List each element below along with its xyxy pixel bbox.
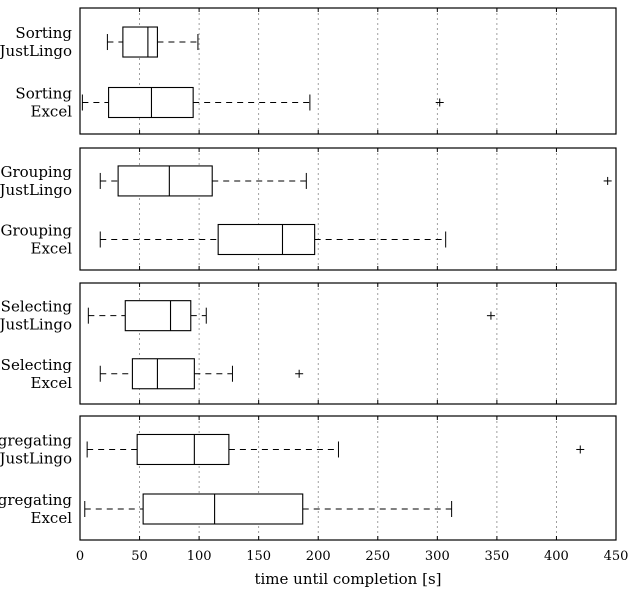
category-label-grouping-justlingo: Grouping JustLingo — [0, 163, 72, 199]
x-tick-label-0: 0 — [76, 549, 84, 564]
x-axis-title: time until completion [s] — [254, 570, 441, 588]
box-aggregating-excel — [142, 493, 304, 525]
x-tick-label-200: 200 — [306, 549, 331, 564]
category-label-line: Excel — [31, 374, 73, 392]
category-label-line: Excel — [31, 240, 73, 258]
x-tick-label-450: 450 — [604, 549, 628, 564]
category-label-line: JustLingo — [0, 181, 72, 199]
category-label-aggregating-excel: AggregatingExcel — [0, 491, 72, 527]
category-label-line: Selecting — [1, 298, 73, 316]
box-sorting-excel — [108, 86, 194, 119]
x-tick-label-300: 300 — [425, 549, 450, 564]
category-label-sorting-justlingo: Sorting JustLingo — [0, 24, 72, 60]
panel-frame-aggregating — [79, 415, 617, 541]
box-sorting-justlingo — [122, 26, 158, 58]
category-label-line: JustLingo — [0, 42, 72, 60]
box-grouping-excel — [217, 223, 316, 256]
x-tick-label-250: 250 — [365, 549, 390, 564]
box-grouping-justlingo — [117, 165, 213, 197]
category-label-line: Grouping — [0, 163, 72, 181]
x-tick-label-150: 150 — [246, 549, 271, 564]
x-tick-label-100: 100 — [187, 549, 212, 564]
category-label-line: JustLingo — [0, 449, 72, 467]
box-selecting-justlingo — [124, 300, 192, 332]
panel-frame-sorting — [79, 7, 617, 135]
x-tick-label-350: 350 — [484, 549, 509, 564]
category-label-line: Sorting — [15, 24, 72, 42]
box-aggregating-justlingo — [136, 433, 230, 466]
category-label-grouping-excel: Grouping Excel — [0, 222, 72, 258]
x-tick-label-400: 400 — [544, 549, 569, 564]
box-selecting-excel — [131, 358, 195, 390]
category-label-line: Aggregating — [0, 431, 72, 449]
category-label-line: Grouping — [0, 222, 72, 240]
category-label-selecting-justlingo: Selecting JustLingo — [0, 298, 72, 334]
category-label-line: Aggregating — [0, 491, 72, 509]
category-label-aggregating-justlingo: AggregatingJustLingo — [0, 431, 72, 467]
category-label-sorting-excel: Sorting Excel — [15, 85, 72, 121]
category-label-line: Excel — [31, 103, 73, 121]
category-label-line: Excel — [31, 509, 73, 527]
category-label-selecting-excel: Selecting Excel — [1, 356, 73, 392]
category-label-line: Sorting — [15, 85, 72, 103]
category-label-line: Selecting — [1, 356, 73, 374]
category-label-line: JustLingo — [0, 316, 72, 334]
x-tick-label-50: 50 — [131, 549, 148, 564]
panel-frame-grouping — [79, 147, 617, 271]
panel-frame-selecting — [79, 282, 617, 405]
